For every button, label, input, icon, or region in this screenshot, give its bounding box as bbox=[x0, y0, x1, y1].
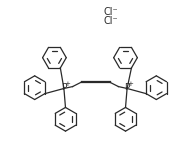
Text: +: + bbox=[64, 81, 70, 87]
Text: +: + bbox=[128, 81, 134, 87]
Text: P: P bbox=[61, 83, 67, 92]
Text: Cl⁻: Cl⁻ bbox=[103, 16, 118, 26]
Text: Cl⁻: Cl⁻ bbox=[103, 7, 118, 17]
Text: P: P bbox=[124, 83, 130, 92]
